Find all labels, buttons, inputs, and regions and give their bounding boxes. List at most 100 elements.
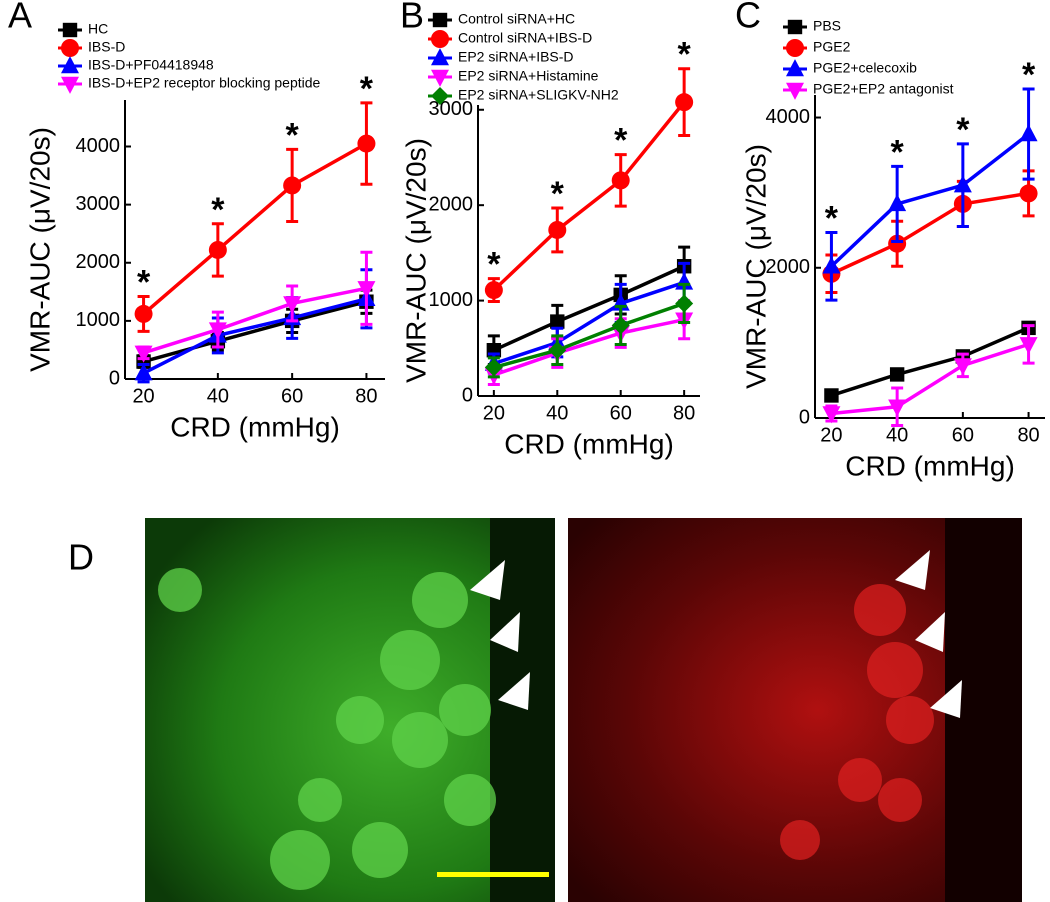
legend-label: Control siRNA+IBS-D xyxy=(458,30,592,46)
legend-marker xyxy=(62,22,78,38)
legend-marker xyxy=(786,59,804,77)
x-tick-label: 20 xyxy=(483,402,505,424)
y-tick-label: 2000 xyxy=(76,251,121,273)
legend-marker xyxy=(431,87,449,105)
x-axis-label: CRD (mmHg) xyxy=(504,428,674,459)
series xyxy=(134,101,376,333)
y-tick-label: 1000 xyxy=(429,289,474,311)
marker xyxy=(888,234,907,253)
marker xyxy=(283,176,302,195)
series-line xyxy=(492,101,686,292)
marker xyxy=(611,316,630,335)
marker xyxy=(357,134,376,153)
panel-label: A xyxy=(8,0,32,36)
marker xyxy=(888,399,907,417)
legend-label: PGE2 xyxy=(813,39,851,55)
series-line xyxy=(493,264,685,352)
legend-label: PGE2+celecoxib xyxy=(813,60,917,76)
marker xyxy=(134,304,153,323)
y-tick-label: 0 xyxy=(799,406,810,428)
legend-label: Control siRNA+HC xyxy=(458,11,575,27)
series-line xyxy=(493,301,685,370)
marker xyxy=(822,406,841,424)
x-tick-label: 60 xyxy=(610,402,632,424)
significance-marker: * xyxy=(487,246,501,284)
marker xyxy=(283,296,302,314)
marker xyxy=(548,220,567,239)
series xyxy=(486,245,692,367)
x-tick-label: 80 xyxy=(1017,424,1039,446)
marker xyxy=(953,175,972,193)
y-axis-label: VMR-AUC (μV/20s) xyxy=(24,127,55,372)
series xyxy=(484,299,694,387)
series-line xyxy=(830,191,1029,276)
marker xyxy=(208,322,227,340)
series-line xyxy=(830,132,1030,268)
marker xyxy=(953,358,972,376)
series-line xyxy=(142,297,367,375)
x-tick-label: 40 xyxy=(886,424,908,446)
legend-marker xyxy=(786,82,804,100)
green-image xyxy=(145,518,555,902)
marker xyxy=(357,281,376,299)
y-axis-label: VMR-AUC (μV/20s) xyxy=(740,144,771,389)
legend-label: IBS-D+EP2 receptor blocking peptide xyxy=(88,75,321,91)
y-tick-label: 2000 xyxy=(429,193,474,215)
series-line xyxy=(142,142,368,316)
marker xyxy=(134,363,153,381)
x-tick-label: 20 xyxy=(132,385,154,407)
legend-label: PGE2+EP2 antagonist xyxy=(813,81,954,97)
legend-marker xyxy=(787,19,803,35)
y-tick-label: 0 xyxy=(462,384,473,406)
marker xyxy=(889,367,905,382)
x-tick-label: 60 xyxy=(952,424,974,446)
series xyxy=(822,169,1038,295)
legend-marker xyxy=(431,48,449,66)
significance-marker: * xyxy=(678,36,692,74)
legend-marker xyxy=(61,39,79,57)
x-tick-label: 40 xyxy=(546,402,568,424)
series xyxy=(484,261,694,375)
x-tick-label: 60 xyxy=(281,385,303,407)
red-image xyxy=(568,518,1022,902)
y-tick-label: 0 xyxy=(109,367,120,389)
series-line xyxy=(493,280,685,366)
x-tick-label: 80 xyxy=(673,402,695,424)
significance-marker: * xyxy=(1022,56,1036,94)
y-tick-label: 3000 xyxy=(76,193,121,215)
series xyxy=(822,324,1038,428)
series-line xyxy=(143,299,367,364)
legend-marker xyxy=(786,39,804,57)
legend-label: IBS-D+PF04418948 xyxy=(88,57,214,73)
series xyxy=(824,320,1036,403)
marker xyxy=(824,388,839,403)
legend-label: HC xyxy=(88,21,108,37)
series xyxy=(484,67,694,304)
legend-marker xyxy=(431,30,449,48)
significance-marker: * xyxy=(551,175,565,213)
x-tick-label: 80 xyxy=(355,385,377,407)
legend-label: IBS-D xyxy=(88,39,125,55)
significance-marker: * xyxy=(211,191,225,229)
x-tick-label: 20 xyxy=(820,424,842,446)
panel-label: B xyxy=(400,0,424,36)
significance-marker: * xyxy=(891,133,905,171)
panel-label: C xyxy=(735,0,761,36)
marker xyxy=(611,171,630,190)
y-tick-label: 4000 xyxy=(766,106,811,128)
legend-marker xyxy=(61,76,79,94)
legend-label: EP2 siRNA+SLIGKV-NH2 xyxy=(458,87,619,103)
marker xyxy=(822,256,841,274)
marker xyxy=(888,194,907,212)
series xyxy=(134,268,376,384)
significance-marker: * xyxy=(614,122,628,160)
series-line xyxy=(493,317,685,377)
legend-marker xyxy=(431,69,449,87)
significance-marker: * xyxy=(360,70,374,108)
series-line xyxy=(143,286,367,355)
marker xyxy=(675,93,694,112)
y-tick-label: 4000 xyxy=(76,135,121,157)
significance-marker: * xyxy=(137,263,151,301)
marker xyxy=(1019,184,1038,203)
